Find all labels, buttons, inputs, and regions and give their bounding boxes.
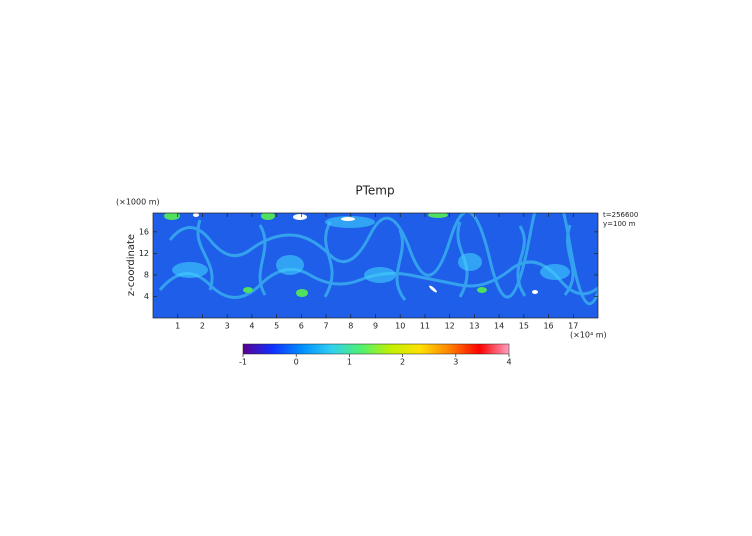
colorbar-tick-label: 3 — [453, 358, 458, 367]
annotation: y=100 m — [603, 220, 636, 228]
x-tick-label: 2 — [200, 322, 205, 331]
colorbar-tick-label: 4 — [506, 358, 511, 367]
x-unit-label: (×10⁴ m) — [570, 331, 607, 340]
x-tick-label: 13 — [469, 322, 479, 331]
x-tick-label: 17 — [568, 322, 578, 331]
x-tick-label: 10 — [395, 322, 405, 331]
y-tick-label: 8 — [144, 270, 149, 279]
x-tick-label: 15 — [519, 322, 529, 331]
colorbar-tick-label: 2 — [400, 358, 405, 367]
y-tick-label: 4 — [144, 292, 149, 301]
annotation: t=256600 — [603, 211, 638, 219]
x-tick-label: 8 — [348, 322, 353, 331]
y-tick-label: 12 — [139, 249, 149, 258]
x-tick-label: 7 — [324, 322, 329, 331]
x-tick-label: 11 — [420, 322, 430, 331]
colorbar — [242, 343, 510, 355]
y-tick-label: 16 — [139, 227, 149, 236]
bright-regions — [172, 216, 570, 283]
colorbar-tick-label: 1 — [347, 358, 352, 367]
colorbar-tick-label: -1 — [239, 358, 247, 367]
field — [153, 213, 598, 318]
warm-spots — [164, 213, 487, 297]
x-tick-label: 5 — [274, 322, 279, 331]
x-tick-label: 12 — [445, 322, 455, 331]
y-unit-label: (×1000 m) — [116, 198, 160, 207]
x-tick-label: 1 — [175, 322, 180, 331]
colorbar-tick-label: 0 — [294, 358, 299, 367]
x-tick-label: 14 — [494, 322, 504, 331]
x-tick-label: 6 — [299, 322, 304, 331]
x-tick-label: 4 — [249, 322, 254, 331]
y-axis-label: z-coordinate — [126, 234, 137, 296]
chart-title: PTemp — [355, 184, 394, 198]
x-tick-label: 16 — [543, 322, 553, 331]
x-tick-label: 3 — [225, 322, 230, 331]
x-tick-label: 9 — [373, 322, 378, 331]
hot-spots — [193, 213, 538, 294]
